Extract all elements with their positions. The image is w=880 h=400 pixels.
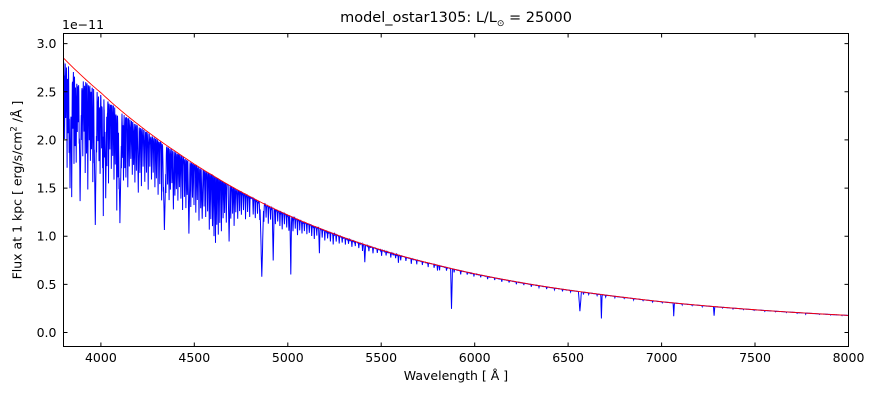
y-tick-label: 3.0 <box>37 36 57 51</box>
y-axis-offset-label: 1e−11 <box>62 17 105 32</box>
superscript-2: 2 <box>9 126 20 132</box>
y-tick-label: 1.0 <box>37 229 57 244</box>
y-tick-label: 2.0 <box>37 132 57 147</box>
x-tick-label: 5000 <box>272 350 304 365</box>
x-axis-label: Wavelength [ Å ] <box>403 368 509 383</box>
x-tick-label: 8000 <box>833 350 865 365</box>
y-tick-label: 1.5 <box>37 181 57 196</box>
y-axis-label: Flux at 1 kpc [ erg/s/cm2 /Å ] <box>9 100 25 280</box>
x-tick-label: 5500 <box>365 350 397 365</box>
x-tick-label: 4000 <box>85 350 117 365</box>
x-tick-label: 6000 <box>459 350 491 365</box>
x-tick-label: 6500 <box>552 350 584 365</box>
x-tick-label: 7500 <box>739 350 771 365</box>
chart-title: model_ostar1305: L/L⊙ = 25000 <box>63 10 849 29</box>
y-tick-label: 2.5 <box>37 84 57 99</box>
sun-symbol: ⊙ <box>496 18 505 29</box>
x-tick-label: 4500 <box>178 350 210 365</box>
y-tick-label: 0.5 <box>37 277 57 292</box>
spectrum-line <box>63 61 849 319</box>
chart-title-value: = 25000 <box>504 10 572 26</box>
continuum-line <box>63 57 849 316</box>
chart-title-text: model_ostar1305: L/L <box>340 10 497 26</box>
x-tick-label: 7000 <box>646 350 678 365</box>
y-tick-label: 0.0 <box>37 325 57 340</box>
